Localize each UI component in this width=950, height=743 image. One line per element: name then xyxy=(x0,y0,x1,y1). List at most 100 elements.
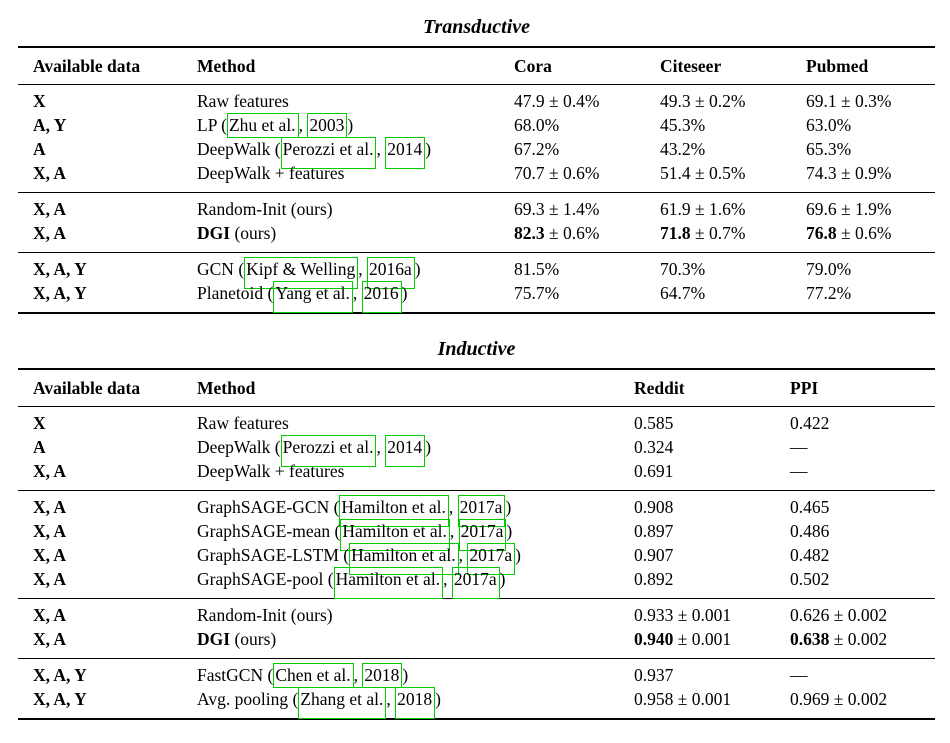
citation-link-box[interactable]: 2014 xyxy=(385,137,426,169)
inductive-table-title: Inductive xyxy=(437,338,516,360)
value-cell: 0.486 xyxy=(790,521,830,541)
table-row: A DeepWalk (Perozzi et al., 2014) 67.2% 43.… xyxy=(18,137,935,169)
method-cell: DeepWalk + features xyxy=(197,163,345,183)
value-cell: 0.638 ± 0.002 xyxy=(790,629,888,649)
method-cell: DGI (ours) xyxy=(197,629,277,649)
table-row: X Raw features 0.585 0.422 xyxy=(18,407,935,436)
method-cell: GraphSAGE-mean (Hamilton et al., 2017a) xyxy=(197,519,634,551)
transductive-table: Available data Method Cora Citeseer Pubmed X… xyxy=(18,46,935,314)
value-cell: — xyxy=(790,665,808,685)
citation-link-box[interactable]: 2017a xyxy=(451,567,500,599)
value-cell: 0.585 xyxy=(634,413,674,433)
bold-value: 0.638 xyxy=(790,629,830,649)
available-data-cell: X, A, Y xyxy=(33,259,87,279)
citation-link-box[interactable]: Zhu et al. xyxy=(226,113,299,138)
value-cell: 65.3% xyxy=(806,139,852,159)
citation-link-box[interactable]: Chen et al. xyxy=(273,663,354,688)
value-cell: 0.502 xyxy=(790,569,830,589)
citation-link-box[interactable]: Hamilton et al. xyxy=(339,495,449,527)
value-cell: 51.4 ± 0.5% xyxy=(660,163,746,183)
value-cell: 81.5% xyxy=(514,259,560,279)
header-row: Available data Method Cora Citeseer Pubmed xyxy=(18,47,935,85)
citation-link-box[interactable]: 2016 xyxy=(361,281,402,313)
citation-link-box[interactable]: Kipf & Welling xyxy=(244,257,359,289)
table-row: X, A, Y GCN (Kipf & Welling, 2016a) 81.5% 7… xyxy=(18,253,935,289)
method-cell: Raw features xyxy=(197,413,289,433)
row-group: X Raw features 0.585 0.422 A DeepWalk (Perozz… xyxy=(18,406,935,491)
column-header: Method xyxy=(197,378,256,398)
citation-link-box[interactable]: 2016a xyxy=(367,257,415,289)
value-cell: 0.969 ± 0.002 xyxy=(790,689,888,709)
citation-link-box[interactable]: Perozzi et al. xyxy=(280,137,377,169)
citation-link-box[interactable]: 2017a xyxy=(457,495,506,527)
citation-link-box[interactable]: Perozzi et al. xyxy=(280,435,377,467)
available-data-cell: X, A, Y xyxy=(33,689,87,709)
value-cell: 0.626 ± 0.002 xyxy=(790,605,888,625)
method-cell: DeepWalk + features xyxy=(197,461,345,481)
value-cell: 69.1 ± 0.3% xyxy=(806,91,892,111)
bold-value: DGI xyxy=(197,223,231,243)
bold-value: DGI xyxy=(197,629,231,649)
table-row: X, A GraphSAGE-mean (Hamilton et al., 201… xyxy=(18,519,935,551)
column-header: Citeseer xyxy=(660,56,722,76)
value-cell: 0.897 xyxy=(634,521,674,541)
citation-link-box[interactable]: Hamilton et al. xyxy=(333,567,444,599)
method-cell: Avg. pooling (Zhang et al., 2018) xyxy=(197,687,634,719)
method-cell: DGI (ours) xyxy=(197,223,277,243)
method-cell: GraphSAGE-pool (Hamilton et al., 2017a) xyxy=(197,567,634,599)
value-cell: 45.3% xyxy=(660,115,706,135)
table-row: X, A Random-Init (ours) 0.933 ± 0.001 0.626… xyxy=(18,599,935,628)
available-data-cell: X, A xyxy=(33,521,67,541)
available-data-cell: X, A xyxy=(33,569,67,589)
method-cell: DeepWalk (Perozzi et al., 2014) xyxy=(197,435,634,467)
value-cell: 69.6 ± 1.9% xyxy=(806,199,892,219)
table-row: X, A GraphSAGE-pool (Hamilton et al., 201… xyxy=(18,567,935,599)
table-row: X, A GraphSAGE-LSTM (Hamilton et al., 201… xyxy=(18,543,935,575)
available-data-cell: X xyxy=(33,91,46,111)
value-cell: 69.3 ± 1.4% xyxy=(514,199,600,219)
value-cell: 79.0% xyxy=(806,259,852,279)
bold-value: 71.8 xyxy=(660,223,691,243)
method-cell: Random-Init (ours) xyxy=(197,605,333,625)
value-cell: 77.2% xyxy=(806,283,852,303)
available-data-cell: X, A xyxy=(33,199,67,219)
citation-link-box[interactable]: Hamilton et al. xyxy=(340,519,450,551)
available-data-cell: X, A xyxy=(33,497,67,517)
table-row: X, A, Y FastGCN (Chen et al., 2018) 0.937 — xyxy=(18,659,935,688)
value-cell: 49.3 ± 0.2% xyxy=(660,91,746,111)
value-cell: — xyxy=(790,461,808,481)
citation-link-box[interactable]: Yang et al. xyxy=(273,281,353,313)
value-cell: 71.8 ± 0.7% xyxy=(660,223,746,243)
table-row: X, A Random-Init (ours) 69.3 ± 1.4% 61.9 ± … xyxy=(18,193,935,222)
value-cell: 70.7 ± 0.6% xyxy=(514,163,600,183)
column-header: Available data xyxy=(33,56,141,76)
value-cell: — xyxy=(790,437,808,457)
available-data-cell: X xyxy=(33,413,46,433)
citation-link-box[interactable]: 2017a xyxy=(467,543,516,575)
citation-link-box[interactable]: Zhang et al. xyxy=(298,687,387,719)
results-page: Transductive Available data Method Cora Cit… xyxy=(18,16,935,720)
citation-link-box[interactable]: 2017a xyxy=(458,519,507,551)
citation-link-box[interactable]: 2018 xyxy=(362,663,403,688)
table-row: X, A GraphSAGE-GCN (Hamilton et al., 2017… xyxy=(18,491,935,527)
value-cell: 47.9 ± 0.4% xyxy=(514,91,600,111)
value-cell: 67.2% xyxy=(514,139,560,159)
available-data-cell: X, A xyxy=(33,163,67,183)
row-group: X, A, Y FastGCN (Chen et al., 2018) 0.937 —… xyxy=(18,658,935,719)
available-data-cell: A xyxy=(33,437,46,457)
table-header: Available data Method Cora Citeseer Pubmed xyxy=(18,47,935,85)
header-row: Available data Method Reddit PPI xyxy=(18,369,935,407)
value-cell: 0.933 ± 0.001 xyxy=(634,605,732,625)
citation-link-box[interactable]: 2018 xyxy=(395,687,436,719)
citation-link-box[interactable]: 2014 xyxy=(385,435,426,467)
table-row: X, A DeepWalk + features 0.691 — xyxy=(18,459,935,491)
value-cell: 0.422 xyxy=(790,413,830,433)
citation-link-box[interactable]: Hamilton et al. xyxy=(349,543,459,575)
citation-link-box[interactable]: 2003 xyxy=(307,113,348,138)
row-group: X, A Random-Init (ours) 69.3 ± 1.4% 61.9 ± … xyxy=(18,192,935,253)
available-data-cell: A, Y xyxy=(33,115,67,135)
value-cell: 0.691 xyxy=(634,461,674,481)
method-cell: DeepWalk (Perozzi et al., 2014) xyxy=(197,137,514,169)
value-cell: 0.937 xyxy=(634,665,674,685)
method-cell: Raw features xyxy=(197,91,289,111)
